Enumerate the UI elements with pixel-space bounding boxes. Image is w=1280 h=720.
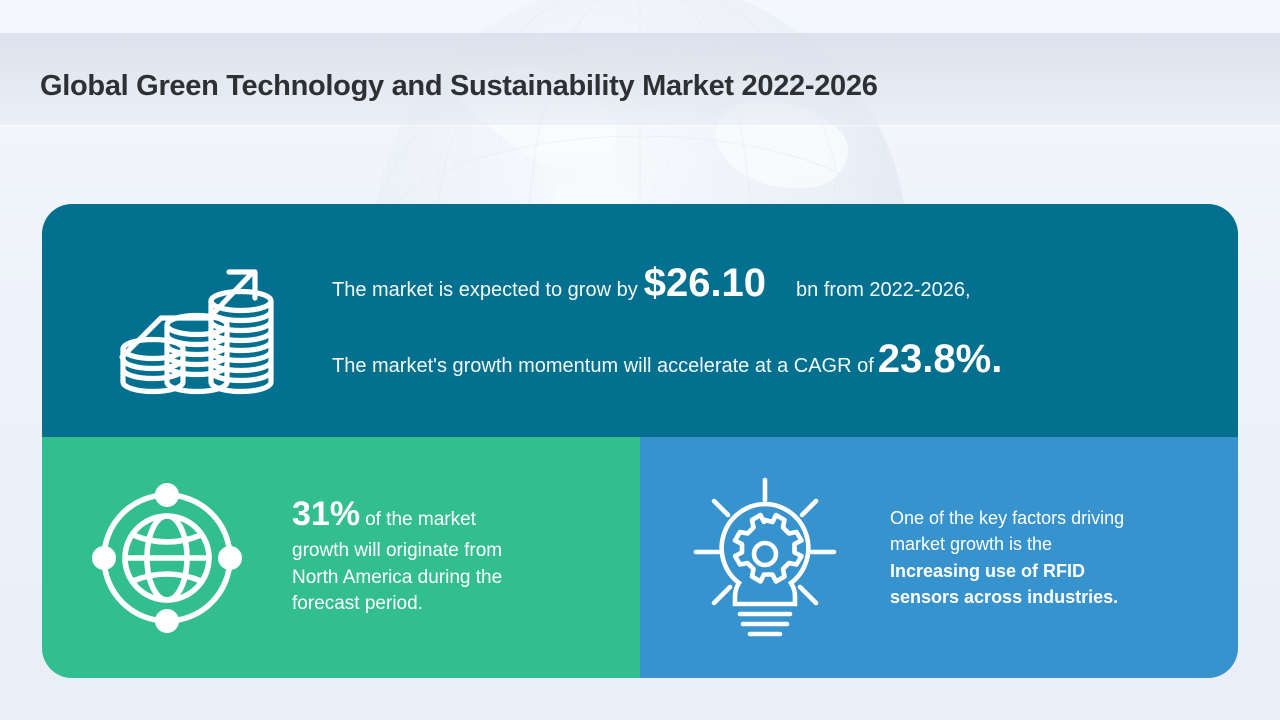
region-percent-value: 31% [292, 494, 361, 533]
growth-prefix-label: The market is expected to grow by [332, 278, 638, 301]
market-driver-text: One of the key factors driving market gr… [890, 505, 1238, 609]
cagr-prefix-label: The market's growth momentum will accele… [332, 354, 874, 377]
lightbulb-gear-idea-icon [693, 477, 837, 636]
market-growth-text: The market is expected to grow by $26.10… [332, 263, 1238, 379]
region-icon-container [42, 482, 292, 634]
region-body-line-1: growth will originate from [292, 539, 503, 561]
driver-line-1: One of the key factors driving [890, 508, 1125, 529]
market-driver-panel: One of the key factors driving market gr… [640, 437, 1238, 678]
growth-value-line: The market is expected to grow by $26.10… [332, 263, 1168, 303]
cagr-value-line: The market's growth momentum will accele… [332, 339, 1168, 379]
bottom-panel-row: 31% of the market growth will originate … [42, 437, 1238, 678]
region-head-label: of the market [365, 508, 476, 530]
market-growth-panel: The market is expected to grow by $26.10… [42, 204, 1238, 437]
driver-highlight-line-1: Increasing use of RFID [890, 560, 1086, 581]
infographic-panel-stack: The market is expected to grow by $26.10… [42, 204, 1238, 678]
region-headline: 31% of the market [292, 497, 590, 534]
driver-line-2: market growth is the [890, 534, 1053, 555]
region-body-line-2: North America during the [292, 566, 503, 588]
regional-share-text: 31% of the market growth will originate … [292, 497, 640, 619]
globe-network-icon [92, 482, 242, 633]
page-title: Global Green Technology and Sustainabili… [40, 70, 878, 102]
region-body-line-3: forecast period. [292, 593, 423, 615]
driver-icon-container [640, 474, 890, 642]
driver-highlight-line-2: sensors across industries. [890, 586, 1119, 607]
regional-share-panel: 31% of the market growth will originate … [42, 437, 640, 678]
growth-icon-container [42, 204, 332, 437]
coin-stacks-growth-arrow-icon [119, 268, 274, 394]
growth-value: $26.10 [643, 260, 767, 305]
cagr-value: 23.8%. [877, 336, 1003, 381]
growth-suffix-label: bn from 2022-2026, [796, 278, 971, 301]
